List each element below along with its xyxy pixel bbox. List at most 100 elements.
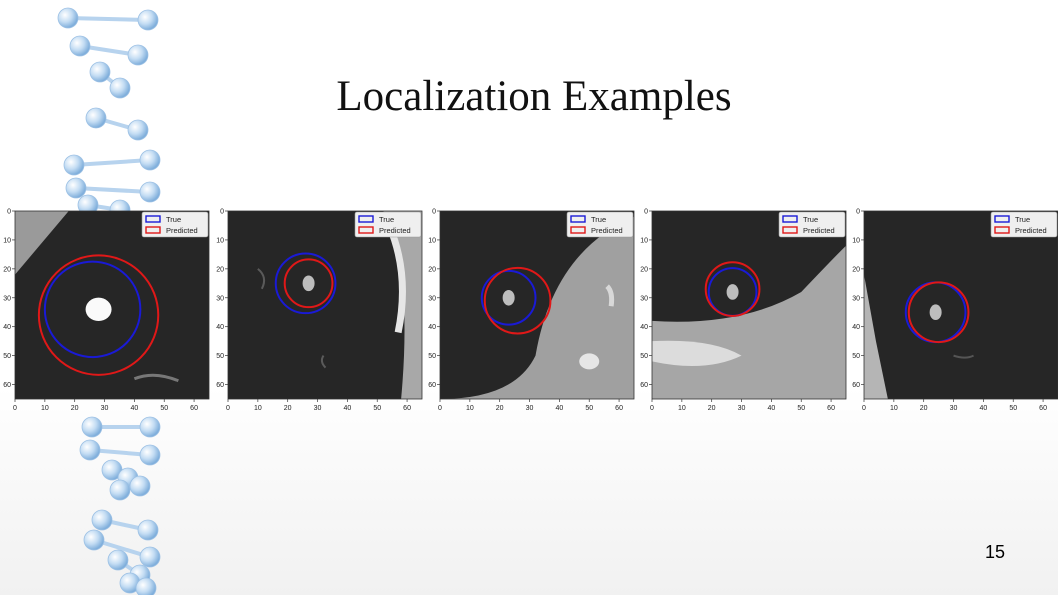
legend-predicted-label: Predicted (591, 226, 623, 235)
x-tick-label: 10 (890, 405, 898, 412)
dna-ball (139, 149, 161, 171)
dna-ball (109, 479, 131, 501)
x-tick-label: 40 (555, 405, 563, 412)
predicted-circle (283, 258, 334, 309)
x-tick-label: 20 (708, 405, 716, 412)
ct-image (864, 211, 1058, 399)
dna-ball (65, 177, 87, 199)
x-tick-label: 50 (1009, 405, 1017, 412)
legend-predicted-swatch (782, 226, 798, 234)
legend (778, 211, 846, 238)
legend-predicted-label: Predicted (166, 226, 198, 235)
y-tick-label: 60 (852, 382, 860, 389)
legend-true-swatch (994, 215, 1010, 223)
dna-ball (81, 416, 103, 438)
legend-predicted-swatch (145, 226, 161, 234)
x-tick-label: 30 (314, 405, 322, 412)
y-tick-label: 10 (216, 237, 224, 244)
x-tick-label: 0 (226, 405, 230, 412)
x-tick-label: 0 (862, 405, 866, 412)
y-tick-label: 50 (3, 353, 11, 360)
y-tick-label: 50 (428, 353, 436, 360)
page-number: 15 (985, 542, 1006, 562)
y-tick-label: 30 (428, 295, 436, 302)
legend-true-swatch (782, 215, 798, 223)
y-tick-label: 50 (640, 353, 648, 360)
legend (566, 211, 634, 238)
x-tick-label: 10 (41, 405, 49, 412)
legend-true-label: True (591, 215, 606, 224)
legend-true-swatch (570, 215, 586, 223)
y-tick-label: 50 (216, 353, 224, 360)
legend-predicted-swatch (994, 226, 1010, 234)
x-tick-label: 40 (979, 405, 987, 412)
y-tick-label: 50 (852, 353, 860, 360)
dna-ball (129, 475, 151, 497)
y-tick-label: 30 (216, 295, 224, 302)
x-tick-label: 50 (373, 405, 381, 412)
localization-example-2: 0 0 10 10 20 20 30 30 40 40 50 50 60 60 True Predicted (216, 205, 427, 415)
dna-ball (135, 577, 157, 595)
y-tick-label: 0 (644, 209, 648, 216)
y-tick-label: 10 (3, 237, 11, 244)
y-tick-label: 0 (432, 209, 436, 216)
y-tick-label: 60 (428, 382, 436, 389)
dna-ball (85, 107, 107, 129)
nodule (726, 284, 739, 300)
y-tick-label: 30 (640, 295, 648, 302)
x-tick-label: 20 (71, 405, 79, 412)
x-tick-label: 60 (190, 405, 198, 412)
y-tick-label: 0 (220, 209, 224, 216)
dna-ball (137, 519, 159, 541)
y-tick-label: 10 (852, 237, 860, 244)
legend-predicted-label: Predicted (379, 226, 411, 235)
x-tick-label: 40 (767, 405, 775, 412)
predicted-circle (483, 266, 552, 335)
x-tick-label: 30 (526, 405, 534, 412)
y-tick-label: 20 (216, 266, 224, 273)
legend-true-label: True (379, 215, 394, 224)
legend (354, 211, 422, 238)
x-tick-label: 60 (403, 405, 411, 412)
y-tick-label: 30 (3, 295, 11, 302)
y-tick-label: 40 (852, 324, 860, 331)
x-tick-label: 40 (130, 405, 138, 412)
slide-title: Localization Examples (336, 73, 732, 120)
localization-example-1: 0 0 10 10 20 20 30 30 40 40 50 50 60 60 True Predicted (3, 205, 214, 415)
x-tick-label: 10 (466, 405, 474, 412)
dna-ball (91, 509, 113, 531)
x-tick-label: 60 (615, 405, 623, 412)
y-tick-label: 20 (3, 266, 11, 273)
localization-example-5: 0 0 10 10 20 20 30 30 40 40 50 50 60 60 True Predicted (852, 205, 1058, 415)
dna-ball (63, 154, 85, 176)
dna-ball (57, 7, 79, 29)
ct-image (15, 211, 209, 399)
y-tick-label: 40 (640, 324, 648, 331)
x-tick-label: 10 (254, 405, 262, 412)
x-tick-label: 60 (827, 405, 835, 412)
localization-example-3: 0 0 10 10 20 20 30 30 40 40 50 50 60 60 True Predicted (428, 205, 639, 415)
y-tick-label: 60 (640, 382, 648, 389)
dna-ball (109, 77, 131, 99)
nodule (929, 304, 942, 321)
x-tick-label: 50 (160, 405, 168, 412)
y-tick-label: 40 (216, 324, 224, 331)
legend-predicted-swatch (570, 226, 586, 234)
y-tick-label: 20 (428, 266, 436, 273)
legend-predicted-swatch (358, 226, 374, 234)
dna-ball (107, 549, 129, 571)
legend-true-label: True (803, 215, 818, 224)
legend-true-swatch (358, 215, 374, 223)
x-tick-label: 20 (496, 405, 504, 412)
nodule (302, 275, 315, 292)
predicted-circle (907, 281, 970, 344)
y-tick-label: 20 (852, 266, 860, 273)
legend-predicted-label: Predicted (803, 226, 835, 235)
legend (141, 211, 209, 238)
y-tick-label: 30 (852, 295, 860, 302)
dna-ball (69, 35, 91, 57)
x-tick-label: 20 (920, 405, 928, 412)
x-tick-label: 30 (950, 405, 958, 412)
true-circle (274, 252, 337, 315)
dna-ball (79, 439, 101, 461)
